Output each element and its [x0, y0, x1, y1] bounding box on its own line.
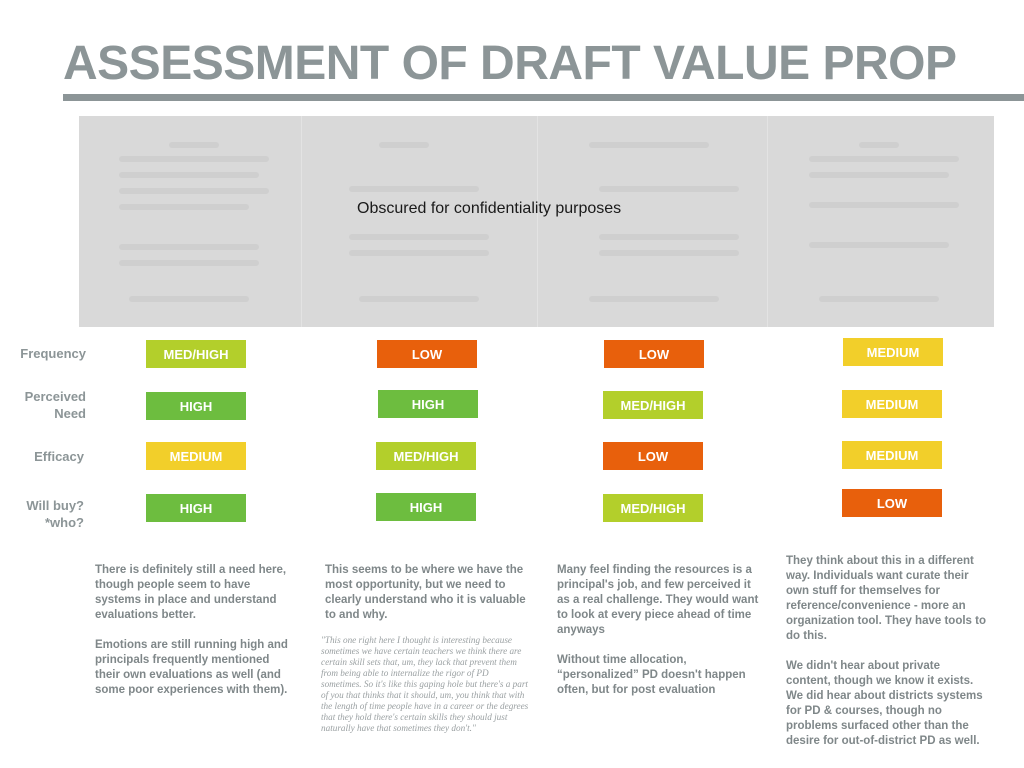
blurred-text [349, 186, 479, 192]
note-paragraph: There is definitely still a need here, t… [95, 564, 287, 621]
panel-column-divider [301, 116, 302, 327]
notes-column-3: Many feel finding the resources is a pri… [557, 563, 761, 713]
blurred-text [599, 186, 739, 192]
blurred-text [169, 142, 219, 148]
blurred-text [119, 260, 259, 266]
blurred-text [349, 250, 489, 256]
rating-badge: HIGH [146, 392, 246, 420]
rating-badge: MED/HIGH [603, 391, 703, 419]
blurred-text [119, 172, 259, 178]
rating-badge: MED/HIGH [603, 494, 703, 522]
rating-badge: LOW [604, 340, 704, 368]
blurred-text [809, 156, 959, 162]
row-label-perceived-need: Perceived Need [24, 389, 86, 421]
rating-badge: HIGH [376, 493, 476, 521]
blurred-text [809, 242, 949, 248]
row-label-frequency: Frequency [20, 346, 86, 361]
rating-badge: MEDIUM [842, 441, 942, 469]
blurred-text [129, 296, 249, 302]
blurred-text [809, 202, 959, 208]
slide-title: ASSESSMENT OF DRAFT VALUE PROP [63, 37, 957, 90]
blurred-text [359, 296, 479, 302]
rating-badge: MED/HIGH [146, 340, 246, 368]
rating-badge: LOW [842, 489, 942, 517]
rating-badge: MEDIUM [842, 390, 942, 418]
note-paragraph: Emotions are still running high and prin… [95, 639, 288, 696]
blurred-text [859, 142, 899, 148]
blurred-text [599, 250, 739, 256]
note-paragraph: They think about this in a different way… [786, 555, 986, 642]
note-paragraph: Many feel finding the resources is a pri… [557, 564, 759, 636]
blurred-text [589, 296, 719, 302]
interview-quote: "This one right here I thought is intere… [321, 635, 529, 733]
row-label-efficacy: Efficacy [34, 449, 84, 464]
note-paragraph: This seems to be where we have the most … [325, 564, 526, 621]
title-underline [63, 94, 1024, 101]
note-paragraph: Without time allocation, “personalized” … [557, 654, 746, 696]
blurred-text [379, 142, 429, 148]
rating-badge: LOW [377, 340, 477, 368]
note-paragraph: We didn't hear about private content, th… [786, 660, 983, 747]
blurred-text [599, 234, 739, 240]
blurred-text [119, 244, 259, 250]
panel-column-divider [767, 116, 768, 327]
blurred-text [819, 296, 939, 302]
obscured-notice: Obscured for confidentiality purposes [357, 200, 622, 217]
rating-badge: HIGH [146, 494, 246, 522]
obscured-content-panel: Obscured for confidentiality purposes [79, 116, 994, 327]
rating-badge: MEDIUM [146, 442, 246, 470]
blurred-text [119, 188, 269, 194]
panel-column-divider [537, 116, 538, 327]
notes-column-4: They think about this in a different way… [786, 554, 986, 764]
blurred-text [809, 172, 949, 178]
notes-column-1: There is definitely still a need here, t… [95, 563, 295, 713]
rating-badge: MEDIUM [843, 338, 943, 366]
blurred-text [349, 234, 489, 240]
rating-badge: HIGH [378, 390, 478, 418]
blurred-text [119, 204, 249, 210]
row-label-will-buy: Will buy? *who? [26, 498, 84, 530]
rating-badge: LOW [603, 442, 703, 470]
rating-badge: MED/HIGH [376, 442, 476, 470]
blurred-text [119, 156, 269, 162]
notes-column-2: This seems to be where we have the most … [325, 563, 535, 638]
blurred-text [589, 142, 709, 148]
